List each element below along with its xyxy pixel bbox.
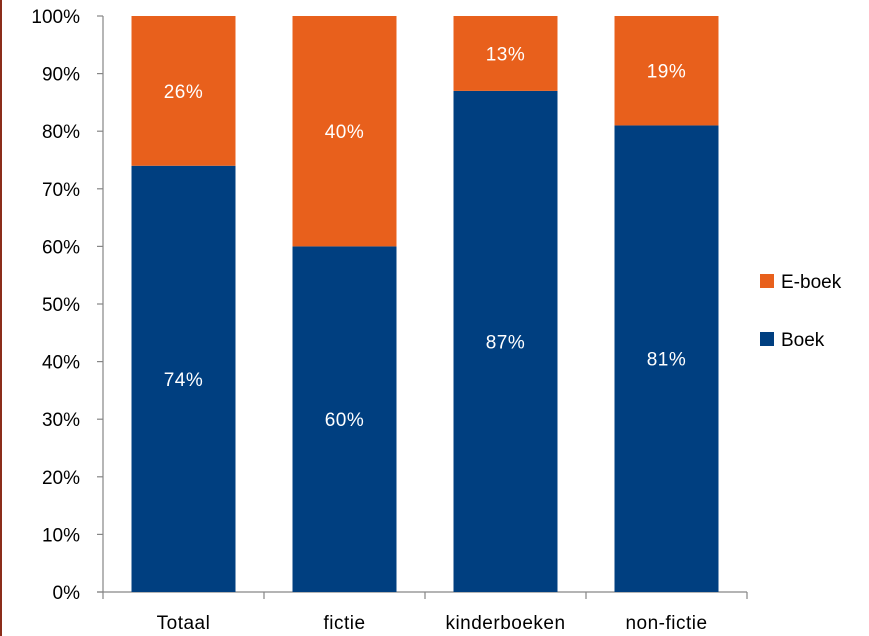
y-tick-label: 30% [42,410,80,431]
data-label: 74% [164,370,204,391]
legend-swatch-e-boek [760,274,774,288]
x-category-label: non-fictie [625,613,707,634]
y-tick-label: 80% [42,122,80,143]
y-tick-label: 60% [42,237,80,258]
y-tick-label: 20% [42,468,80,489]
data-label: 19% [647,62,687,83]
y-tick-labels: 0% 10% 20% 30% 40% 50% 60% 70% 80% 90% 100% [31,7,80,604]
legend-label: E-boek [781,272,842,293]
bar-segment-e-boek-totaal [131,16,236,166]
bar-segment-e-boek-fictie [292,16,397,247]
bar-segment-e-boek-kinderboeken [453,16,558,91]
bar-segment-boek-fictie [292,246,397,592]
y-tick-label: 100% [31,7,80,28]
y-tick-label: 90% [42,65,80,86]
bar-segment-e-boek-non-fictie [614,16,719,126]
y-tick-label: 40% [42,353,80,374]
bar-segment-boek-kinderboeken [453,90,558,592]
data-label: 60% [325,410,365,431]
data-label: 81% [647,350,687,371]
y-tick-label: 70% [42,180,80,201]
bar-segment-boek-non-fictie [614,125,719,592]
bars: 74% 26% 60% 40% 87% 13% 81% 19% [131,16,719,592]
data-label: 87% [486,332,526,353]
data-label: 13% [486,44,526,65]
data-label: 40% [325,122,365,143]
y-tick-label: 10% [42,525,80,546]
legend: E-boek Boek [760,272,842,351]
x-category-labels: Totaal fictie kinderboeken non-fictie [157,613,707,634]
y-tick-label: 0% [53,583,81,604]
x-category-label: Totaal [157,613,211,634]
y-tick-label: 50% [42,295,80,316]
bar-segment-boek-totaal [131,165,236,592]
legend-label: Boek [781,330,825,351]
data-label: 26% [164,82,204,103]
x-category-label: kinderboeken [445,613,565,634]
x-category-label: fictie [323,613,365,634]
legend-swatch-boek [760,332,774,346]
